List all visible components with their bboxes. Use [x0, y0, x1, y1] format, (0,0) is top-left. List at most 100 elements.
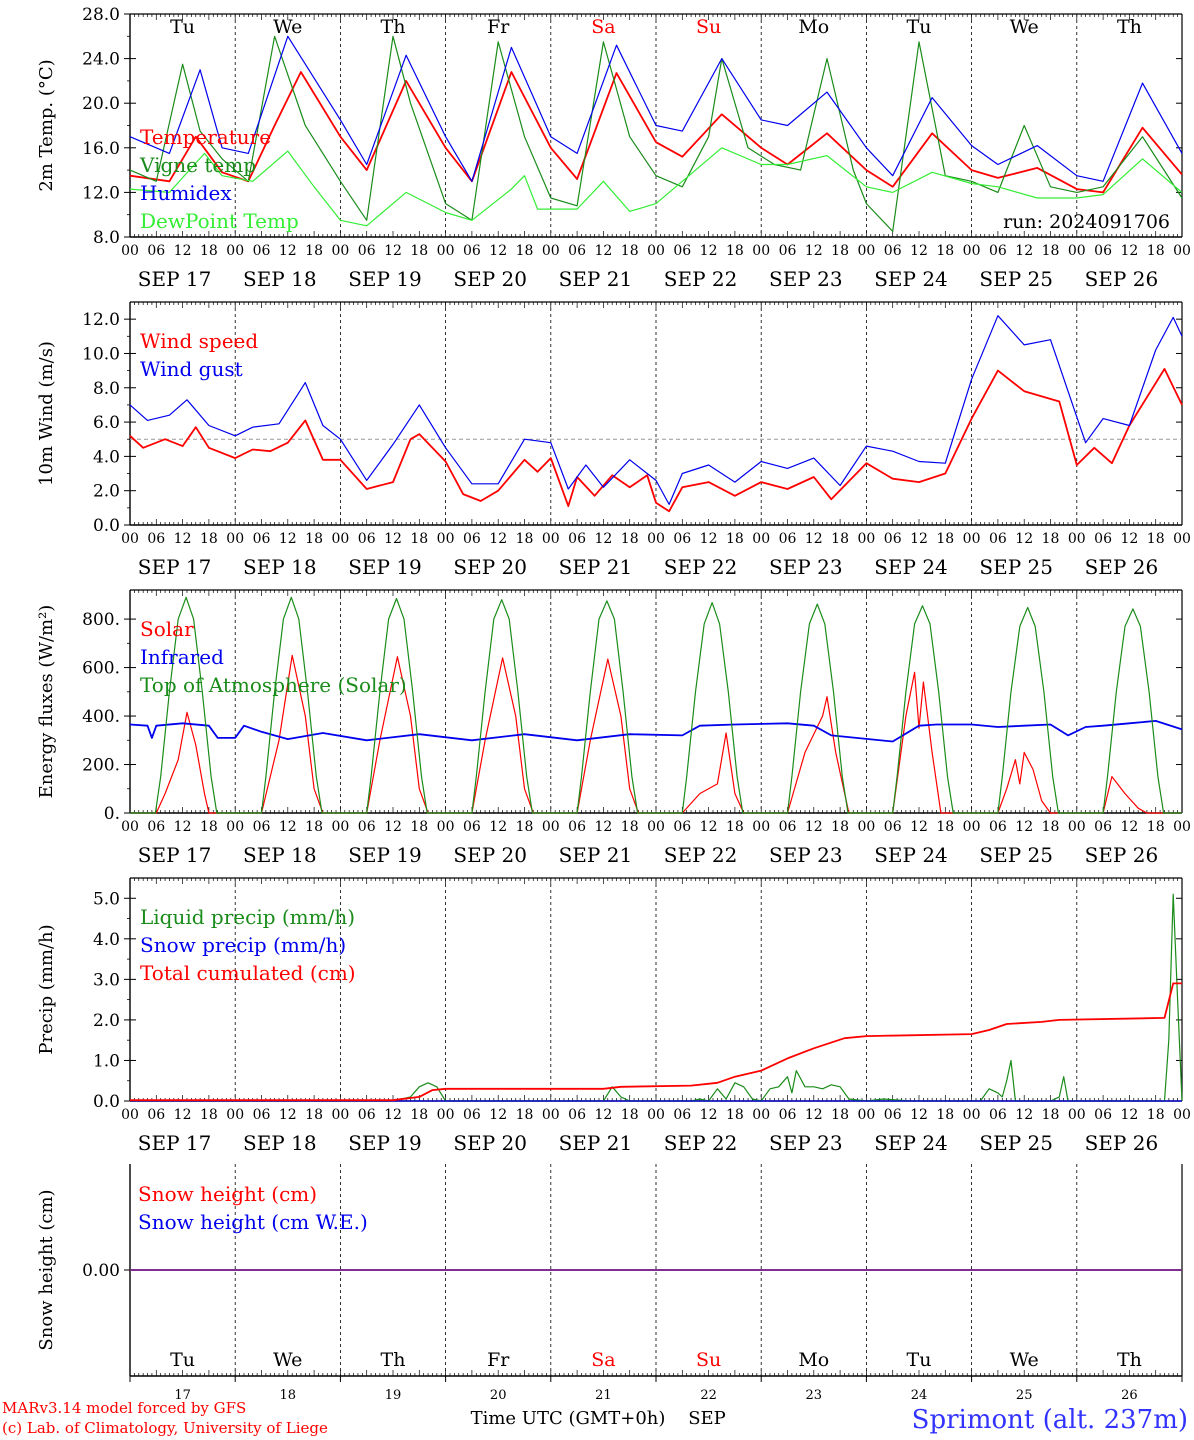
- hour-label: 06: [463, 819, 481, 835]
- legend-entry: Snow precip (mm/h): [140, 933, 346, 957]
- date-label: SEP 20: [453, 1131, 527, 1155]
- series-line: [129, 720, 1183, 743]
- hour-label: 18: [831, 1107, 849, 1123]
- hour-label: 06: [568, 1107, 586, 1123]
- hour-label: 12: [1015, 819, 1033, 835]
- hour-label: 12: [384, 819, 402, 835]
- month-label: SEP: [688, 1408, 726, 1429]
- hour-label: 00: [437, 1107, 455, 1123]
- legend-entry: Snow height (cm): [138, 1182, 317, 1206]
- hour-label: 18: [831, 243, 849, 259]
- hour-label: 12: [279, 819, 297, 835]
- hour-label: 00: [226, 531, 244, 547]
- hour-label: 00: [331, 531, 349, 547]
- hour-label: 06: [989, 531, 1007, 547]
- hour-label: 18: [410, 1107, 428, 1123]
- hour-label: 18: [726, 243, 744, 259]
- footer: MARv3.14 model forced by GFS (c) Lab. of…: [2, 1399, 1188, 1437]
- day-number: 18: [280, 1388, 297, 1403]
- day-number: 25: [1016, 1388, 1033, 1403]
- date-label: SEP 24: [874, 555, 948, 579]
- hour-label: 00: [1068, 243, 1086, 259]
- hour-label: 18: [200, 819, 218, 835]
- y-tick-label: 24.0: [82, 50, 120, 70]
- hour-label: 18: [516, 1107, 534, 1123]
- date-label: SEP 17: [138, 267, 212, 291]
- date-label: SEP 23: [769, 555, 843, 579]
- day-name-top: Tu: [907, 16, 932, 38]
- y-tick-label: 16.0: [82, 139, 120, 159]
- hour-label: 12: [594, 1107, 612, 1123]
- hour-label: 00: [226, 819, 244, 835]
- day-name-bottom: Tu: [170, 1349, 195, 1371]
- y-tick-label: 0.: [104, 804, 120, 824]
- date-label: SEP 24: [874, 1131, 948, 1155]
- y-tick-label: 400.: [82, 707, 120, 727]
- hour-label: 00: [1173, 819, 1191, 835]
- hour-label: 06: [989, 243, 1007, 259]
- hour-label: 18: [516, 819, 534, 835]
- hour-label: 00: [331, 819, 349, 835]
- hour-label: 18: [516, 531, 534, 547]
- credit-line-1: MARv3.14 model forced by GFS: [2, 1399, 246, 1417]
- legend-entry: Infrared: [140, 645, 224, 669]
- y-tick-label: 800.: [82, 610, 120, 630]
- day-name-bottom: Su: [696, 1349, 721, 1371]
- hour-label: 12: [489, 819, 507, 835]
- date-label: SEP 25: [979, 1131, 1053, 1155]
- hour-label: 12: [1120, 1107, 1138, 1123]
- hour-label: 12: [384, 1107, 402, 1123]
- hour-label: 12: [805, 531, 823, 547]
- hour-label: 12: [805, 819, 823, 835]
- date-label: SEP 22: [664, 843, 738, 867]
- hour-label: 00: [963, 243, 981, 259]
- x-axis-title: Time UTC (GMT+0h): [471, 1408, 666, 1429]
- hour-label: 12: [1015, 1107, 1033, 1123]
- hour-label: 18: [726, 531, 744, 547]
- hour-label: 18: [1042, 819, 1060, 835]
- legend-entry: Temperature: [140, 125, 271, 149]
- legend-entry: Liquid precip (mm/h): [140, 905, 355, 929]
- hour-label: 00: [121, 1107, 139, 1123]
- hour-label: 00: [121, 243, 139, 259]
- y-tick-label: 2.0: [93, 1011, 120, 1031]
- hour-label: 00: [542, 819, 560, 835]
- hour-label: 12: [384, 531, 402, 547]
- hour-label: 18: [1042, 531, 1060, 547]
- hour-label: 00: [963, 1107, 981, 1123]
- date-label: SEP 21: [559, 1131, 633, 1155]
- hour-label: 00: [542, 1107, 560, 1123]
- day-name-top: Th: [1117, 16, 1142, 38]
- hour-label: 06: [884, 1107, 902, 1123]
- day-number: 24: [911, 1388, 928, 1403]
- hour-label: 12: [700, 243, 718, 259]
- date-label: SEP 19: [348, 843, 422, 867]
- hour-label: 00: [437, 819, 455, 835]
- hour-label: 12: [700, 819, 718, 835]
- date-label: SEP 17: [138, 555, 212, 579]
- hour-label: 06: [673, 531, 691, 547]
- hour-label: 18: [410, 819, 428, 835]
- hour-label: 06: [253, 819, 271, 835]
- y-tick-label: 600.: [82, 659, 120, 679]
- day-number: 26: [1121, 1388, 1138, 1403]
- y-tick-label: 12.0: [82, 310, 120, 330]
- hour-label: 12: [805, 1107, 823, 1123]
- hour-label: 06: [673, 243, 691, 259]
- hour-label: 18: [305, 1107, 323, 1123]
- hour-label: 00: [437, 531, 455, 547]
- hour-label: 06: [358, 1107, 376, 1123]
- hour-label: 00: [226, 1107, 244, 1123]
- day-name-top: Tu: [170, 16, 195, 38]
- y-tick-label: 1.0: [93, 1051, 120, 1071]
- hour-label: 18: [621, 1107, 639, 1123]
- hour-label: 18: [936, 531, 954, 547]
- hour-label: 06: [779, 819, 797, 835]
- y-axis-title: 10m Wind (m/s): [36, 341, 57, 486]
- hour-label: 00: [752, 1107, 770, 1123]
- y-axis-title: 2m Temp. (°C): [36, 59, 57, 191]
- hour-label: 12: [174, 819, 192, 835]
- hour-label: 12: [489, 1107, 507, 1123]
- station-name: Sprimont (alt. 237m): [912, 1405, 1188, 1435]
